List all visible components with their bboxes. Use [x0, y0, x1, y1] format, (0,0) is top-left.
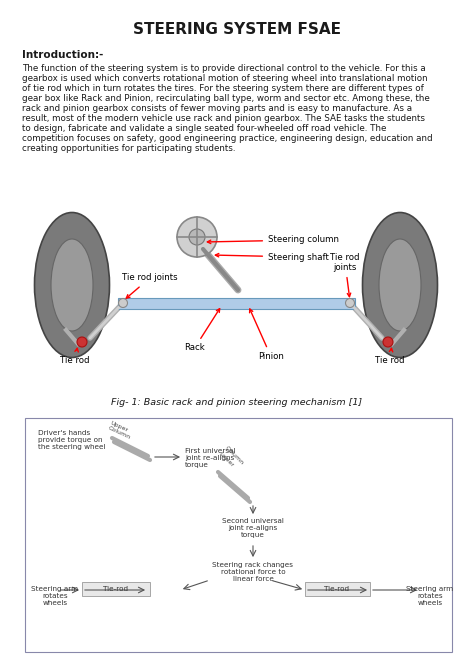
- Circle shape: [177, 217, 217, 257]
- Text: Steering arm
rotates
wheels: Steering arm rotates wheels: [406, 586, 454, 606]
- Text: Tie rod joints: Tie rod joints: [122, 273, 178, 298]
- Text: result, most of the modern vehicle use rack and pinion gearbox. The SAE tasks th: result, most of the modern vehicle use r…: [22, 114, 425, 123]
- Text: Tie-rod: Tie-rod: [324, 586, 349, 592]
- Text: gear box like Rack and Pinion, recirculating ball type, worm and sector etc. Amo: gear box like Rack and Pinion, recircula…: [22, 94, 430, 103]
- Ellipse shape: [363, 212, 438, 358]
- Text: creating opportunities for participating students.: creating opportunities for participating…: [22, 144, 236, 153]
- Text: Tie rod: Tie rod: [375, 348, 405, 365]
- Bar: [305, 582, 370, 596]
- Ellipse shape: [379, 239, 421, 331]
- Text: Column: Column: [224, 446, 245, 466]
- Circle shape: [77, 337, 87, 347]
- Text: Pinion: Pinion: [250, 309, 284, 361]
- Text: Tie rod: Tie rod: [60, 348, 90, 365]
- Text: Tie rod
joints: Tie rod joints: [330, 253, 360, 297]
- Text: STEERING SYSTEM FSAE: STEERING SYSTEM FSAE: [133, 23, 341, 38]
- Circle shape: [383, 337, 393, 347]
- Text: Steering column: Steering column: [207, 235, 339, 245]
- Text: Tie-rod: Tie-rod: [103, 586, 128, 592]
- Ellipse shape: [35, 212, 109, 358]
- Text: Lower: Lower: [218, 451, 235, 468]
- Ellipse shape: [51, 239, 93, 331]
- Bar: [118, 297, 355, 308]
- Circle shape: [118, 299, 128, 308]
- Text: Rack: Rack: [184, 309, 219, 352]
- Text: Steering shaft: Steering shaft: [215, 253, 329, 261]
- Text: competition focuses on safety, good engineering practice, engineering design, ed: competition focuses on safety, good engi…: [22, 134, 433, 143]
- Text: Steering rack changes
rotational force to
linear force: Steering rack changes rotational force t…: [212, 562, 293, 582]
- Circle shape: [189, 229, 205, 245]
- Circle shape: [346, 299, 355, 308]
- Text: Upper: Upper: [110, 421, 129, 433]
- Text: First universal
joint re-aligns
torque: First universal joint re-aligns torque: [185, 448, 236, 468]
- Text: Second universal
joint re-aligns
torque: Second universal joint re-aligns torque: [222, 518, 284, 538]
- Text: Column: Column: [107, 425, 131, 440]
- Text: Driver's hands
provide torque on
the steering wheel: Driver's hands provide torque on the ste…: [38, 430, 106, 450]
- Text: Fig- 1: Basic rack and pinion steering mechanism [1]: Fig- 1: Basic rack and pinion steering m…: [111, 398, 363, 407]
- Bar: [25, 418, 452, 652]
- Text: of tie rod which in turn rotates the tires. For the steering system there are di: of tie rod which in turn rotates the tir…: [22, 84, 424, 93]
- Text: rack and pinion gearbox consists of fewer moving parts and is easy to manufactur: rack and pinion gearbox consists of fewe…: [22, 104, 412, 113]
- Text: Steering arm
rotates
wheels: Steering arm rotates wheels: [31, 586, 79, 606]
- Text: gearbox is used which converts rotational motion of steering wheel into translat: gearbox is used which converts rotationa…: [22, 74, 428, 83]
- Text: The function of the steering system is to provide directional control to the veh: The function of the steering system is t…: [22, 64, 426, 73]
- Text: Introduction:-: Introduction:-: [22, 50, 103, 60]
- Bar: [82, 582, 150, 596]
- Text: to design, fabricate and validate a single seated four-wheeled off road vehicle.: to design, fabricate and validate a sing…: [22, 124, 386, 133]
